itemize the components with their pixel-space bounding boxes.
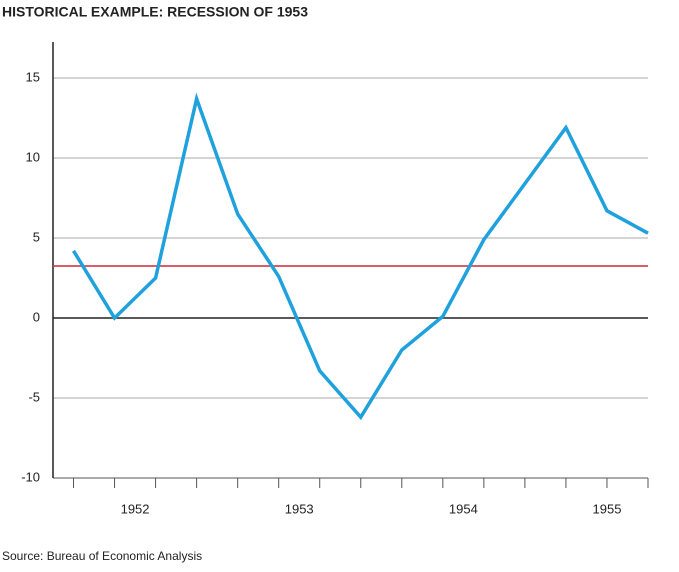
y-tick-label: 10 xyxy=(26,149,40,164)
y-tick-label: 15 xyxy=(26,69,40,84)
source: Source: Bureau of Economic Analysis xyxy=(2,549,202,563)
x-tick-label: 1954 xyxy=(449,501,478,516)
x-tick-label: 1952 xyxy=(121,501,150,516)
y-tick-label: -10 xyxy=(21,469,40,484)
line xyxy=(72,92,649,421)
y-tick-label: -5 xyxy=(28,389,40,404)
y-tick-label: 5 xyxy=(33,229,40,244)
x-tick-label: 1955 xyxy=(593,501,622,516)
chart-title: HISTORICAL EXAMPLE: RECESSION OF 1953 xyxy=(2,4,308,20)
x-tick-label: 1953 xyxy=(285,501,314,516)
y-tick-label: 0 xyxy=(33,309,40,324)
